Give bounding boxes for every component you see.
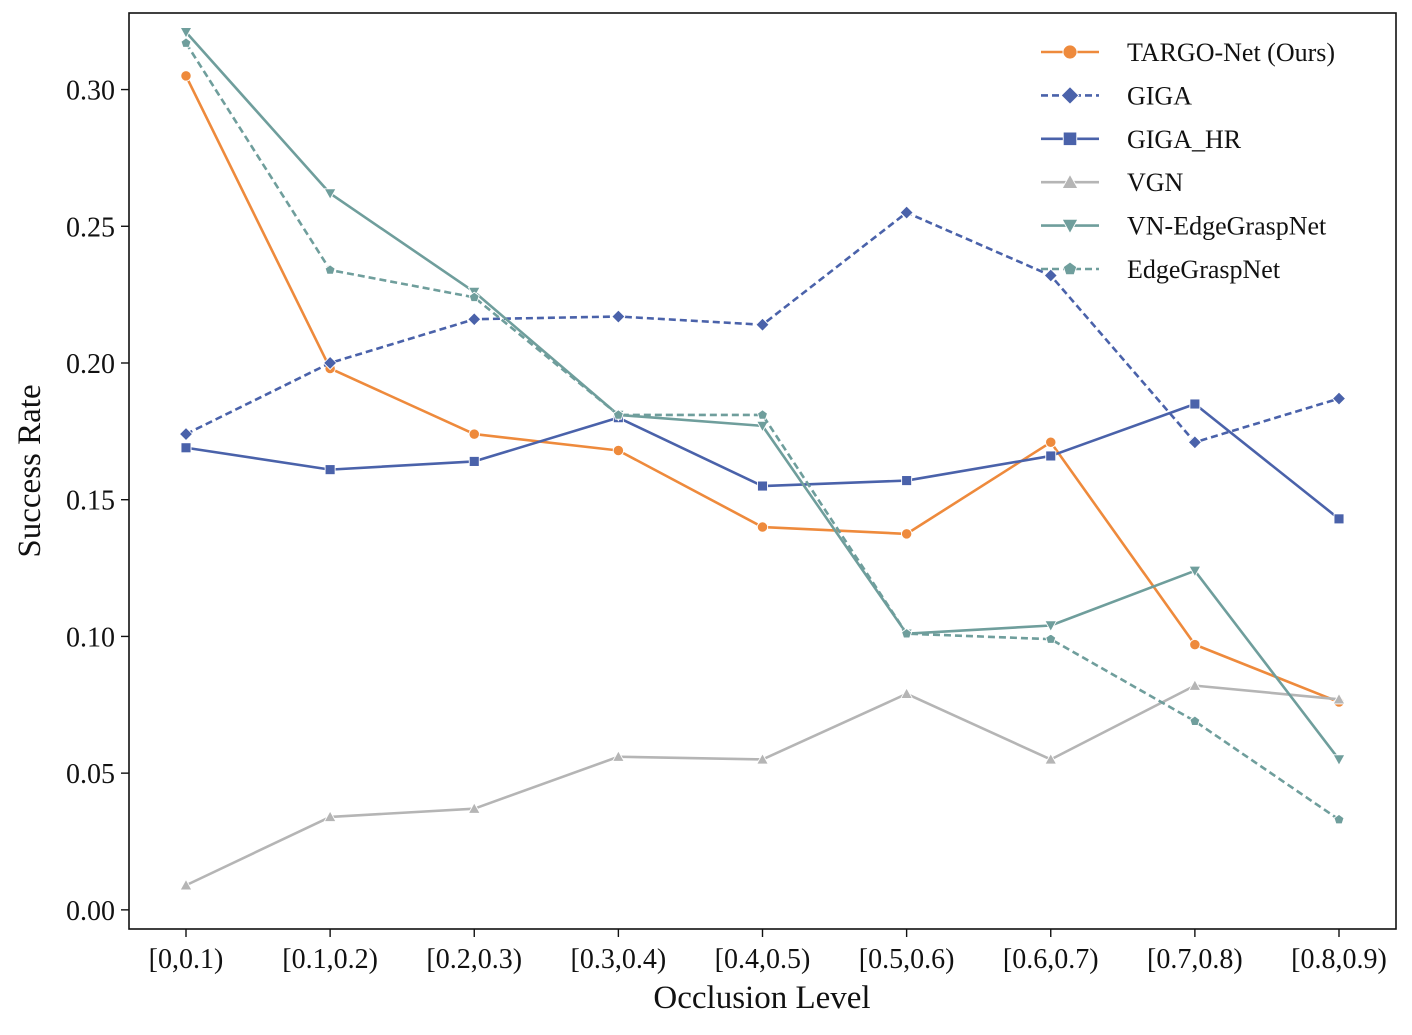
data-point-vgn: [323, 810, 337, 822]
data-point-giga: [1043, 268, 1058, 283]
data-point-giga-hr: [1189, 398, 1201, 410]
data-point-giga: [322, 355, 338, 371]
data-point-giga: [611, 309, 626, 324]
legend-item-edgegraspnet: EdgeGraspNet: [1041, 255, 1281, 284]
data-point-vn-edgegraspnet: [1188, 565, 1202, 578]
x-tick-label: [0.8,0.9): [1291, 944, 1387, 975]
legend-item-giga: GIGA: [1041, 81, 1192, 110]
data-point-giga-hr: [1045, 450, 1057, 462]
data-point-targo-net-ours: [468, 428, 480, 440]
y-tick-label: 0.05: [66, 759, 115, 790]
legend-marker: [1060, 85, 1080, 105]
series-line-vgn: [185, 684, 1340, 887]
legend-marker: [1062, 44, 1078, 60]
legend-marker: [1061, 173, 1079, 189]
x-tick-label: [0.7,0.8): [1147, 944, 1243, 975]
data-point-vgn: [467, 801, 481, 814]
y-axis-title: Success Rate: [12, 384, 48, 557]
data-point-edgegraspnet: [468, 291, 480, 303]
data-point-edgegraspnet: [901, 627, 913, 639]
series-targo-net-ours: [180, 70, 1345, 708]
legend: TARGO-Net (Ours) GIGA GIGA_HR VGN VN-EdgeGra…: [1041, 38, 1335, 284]
data-point-giga-hr: [324, 464, 336, 476]
data-point-targo-net-ours: [1045, 436, 1057, 448]
data-point-vn-edgegraspnet: [755, 420, 770, 433]
x-tick-label: [0.6,0.7): [1003, 944, 1099, 975]
data-point-vgn: [1044, 752, 1058, 765]
legend-label: TARGO-Net (Ours): [1127, 38, 1335, 67]
data-point-edgegraspnet: [1045, 633, 1057, 644]
legend-label: EdgeGraspNet: [1127, 255, 1281, 284]
data-point-giga-hr: [468, 455, 480, 467]
data-point-targo-net-ours: [612, 444, 625, 457]
legend-marker: [1062, 131, 1078, 147]
axes-layer: 0.00 0.05 0.10 0.15 0.20 0.25 0.30 [0,0.1) [0.1,…: [66, 12, 1397, 975]
data-point-giga: [178, 426, 194, 442]
y-tick-label: 0.00: [66, 896, 115, 927]
data-point-giga: [755, 317, 770, 332]
x-axis-title: Occlusion Level: [653, 980, 870, 1016]
data-point-vgn: [1188, 678, 1202, 691]
series-vgn: [179, 678, 1346, 891]
legend-marker: [1062, 261, 1078, 276]
series-giga: [178, 205, 1347, 450]
data-point-vgn: [900, 687, 914, 699]
x-tick-label: [0.2,0.3): [426, 944, 522, 975]
legend-item-vn-edgegraspnet: VN-EdgeGraspNet: [1041, 212, 1327, 241]
data-point-vgn: [1332, 692, 1346, 705]
legend-marker: [1061, 218, 1079, 235]
data-point-edgegraspnet: [612, 409, 624, 420]
legend-label: GIGA_HR: [1127, 125, 1242, 154]
data-point-giga: [899, 205, 914, 220]
series-layer: [178, 27, 1347, 891]
y-tick-label: 0.10: [66, 622, 115, 653]
legend-label: VN-EdgeGraspNet: [1127, 212, 1327, 241]
data-point-vn-edgegraspnet: [323, 188, 337, 201]
data-point-giga: [1331, 391, 1347, 406]
y-tick-label: 0.15: [66, 486, 115, 517]
data-point-giga-hr: [757, 480, 768, 492]
data-point-vn-edgegraspnet: [1044, 620, 1058, 633]
legend-item-targo-net-ours: TARGO-Net (Ours): [1041, 38, 1335, 67]
data-point-targo-net-ours: [1189, 638, 1201, 651]
x-tick-label: [0,0.1): [149, 944, 224, 975]
x-tick-label: [0.5,0.6): [859, 944, 955, 975]
legend-item-giga-hr: GIGA_HR: [1041, 125, 1242, 154]
data-point-giga: [1187, 435, 1203, 450]
data-point-giga: [467, 312, 482, 327]
series-edgegraspnet: [180, 37, 1345, 825]
data-point-vgn: [611, 750, 625, 762]
data-point-edgegraspnet: [180, 37, 192, 48]
data-point-vn-edgegraspnet: [179, 27, 193, 39]
data-point-giga-hr: [1333, 513, 1345, 525]
data-point-giga-hr: [180, 442, 192, 454]
legend-item-vgn: VGN: [1041, 168, 1184, 197]
data-point-edgegraspnet: [324, 264, 336, 275]
data-point-targo-net-ours: [180, 70, 192, 82]
x-tick-label: [0.1,0.2): [282, 944, 378, 975]
x-tick-label: [0.4,0.5): [715, 944, 811, 975]
data-point-edgegraspnet: [1189, 715, 1201, 726]
data-point-edgegraspnet: [1333, 813, 1345, 825]
data-point-giga-hr: [901, 475, 913, 487]
data-point-vgn: [179, 878, 193, 891]
data-point-vn-edgegraspnet: [1332, 754, 1346, 767]
legend-label: GIGA: [1127, 81, 1192, 110]
data-point-edgegraspnet: [757, 409, 768, 420]
y-tick-label: 0.20: [66, 349, 115, 380]
y-tick-label: 0.30: [66, 76, 115, 107]
y-tick-label: 0.25: [66, 212, 115, 243]
data-point-targo-net-ours: [900, 528, 913, 540]
data-point-targo-net-ours: [756, 521, 769, 533]
data-point-vgn: [755, 752, 770, 765]
x-tick-label: [0.3,0.4): [571, 944, 667, 975]
legend-label: VGN: [1127, 168, 1184, 197]
